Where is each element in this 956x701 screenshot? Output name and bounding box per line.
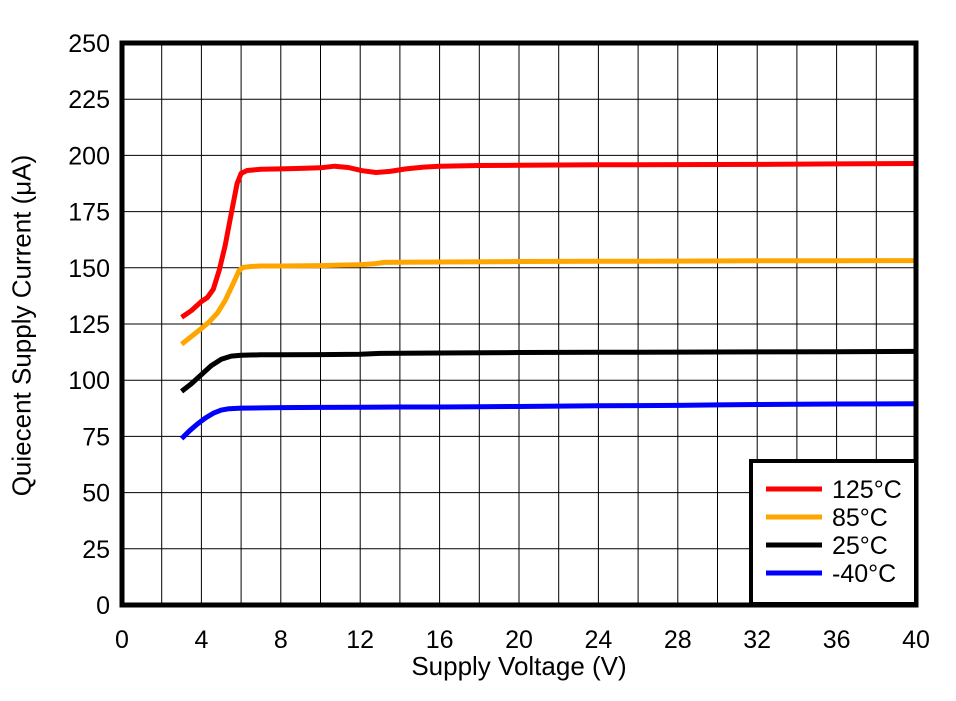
x-tick-label: 36	[823, 626, 851, 654]
legend-label: 85°C	[832, 504, 888, 532]
legend-label: 125°C	[832, 476, 902, 504]
y-tick-label: 50	[82, 480, 110, 508]
x-tick-label: 0	[115, 626, 129, 654]
series-line-25C	[180, 348, 917, 394]
x-tick-label: 40	[902, 626, 930, 654]
x-tick-label: 4	[194, 626, 208, 654]
x-tick-label: 20	[505, 626, 533, 654]
x-tick-label: 8	[274, 626, 288, 654]
x-tick-label: 32	[743, 626, 771, 654]
series-line--40C	[179, 401, 917, 441]
x-tick-label: 28	[664, 626, 692, 654]
y-tick-label: 225	[68, 86, 110, 114]
y-tick-label: 200	[68, 142, 110, 170]
y-tick-label: 25	[82, 536, 110, 564]
y-tick-label: 125	[68, 311, 110, 339]
series-line-125C	[180, 161, 917, 320]
x-tick-label: 24	[584, 626, 612, 654]
plot-border	[119, 40, 919, 608]
y-tick-label: 100	[68, 367, 110, 395]
x-tick-label: 12	[346, 626, 374, 654]
x-axis-title: Supply Voltage (V)	[411, 651, 627, 681]
legend-label: -40°C	[832, 560, 896, 588]
series-line-85C	[180, 258, 917, 347]
y-tick-label: 150	[68, 255, 110, 283]
y-tick-label: 175	[68, 199, 110, 227]
y-tick-label: 250	[68, 30, 110, 58]
x-tick-label: 16	[426, 626, 454, 654]
y-tick-label: 75	[82, 423, 110, 451]
y-tick-label: 0	[96, 592, 110, 620]
legend-label: 25°C	[832, 532, 888, 560]
legend-box	[749, 459, 918, 606]
y-axis-title: Quiecent Supply Current (μA)	[6, 154, 37, 497]
